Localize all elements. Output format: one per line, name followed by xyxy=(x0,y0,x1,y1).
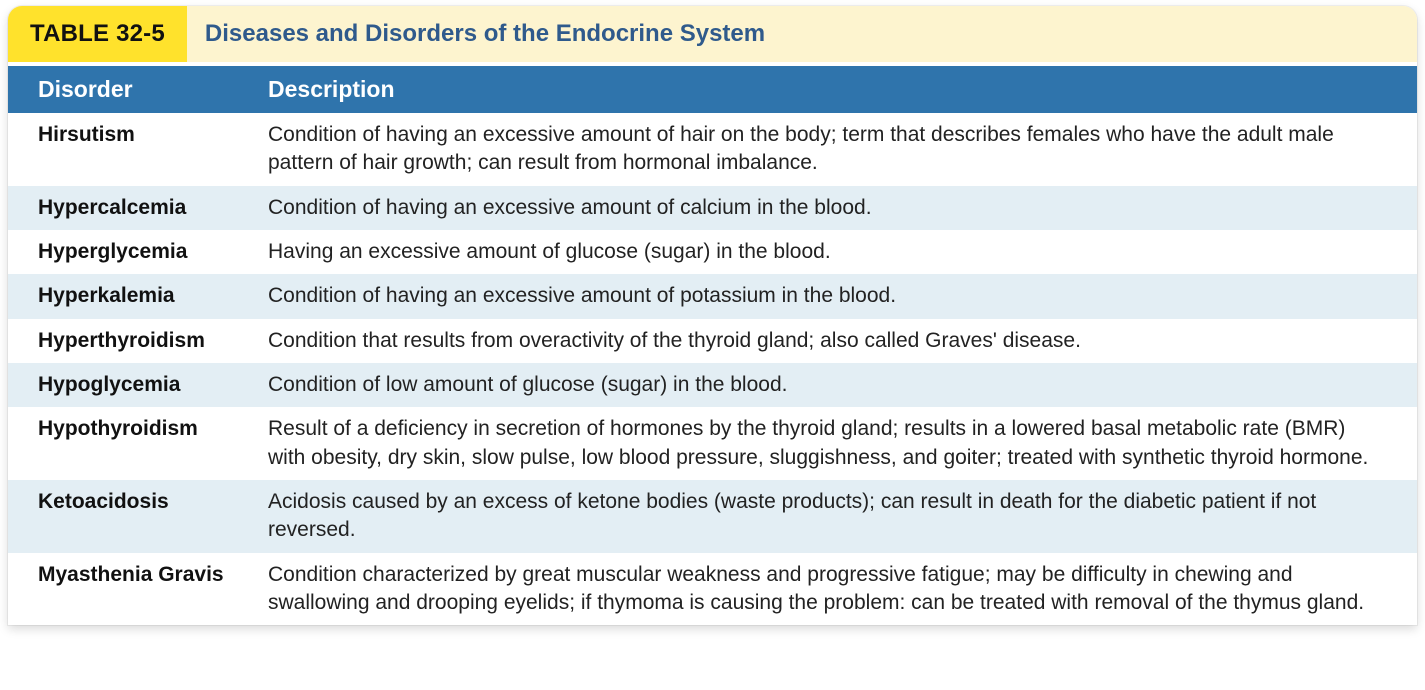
table-titlebar: TABLE 32-5 Diseases and Disorders of the… xyxy=(8,6,1417,62)
table-number-tag: TABLE 32-5 xyxy=(8,6,187,62)
table-row: HyperglycemiaHaving an excessive amount … xyxy=(8,230,1417,274)
cell-disorder: Hirsutism xyxy=(8,113,268,186)
table-row: HirsutismCondition of having an excessiv… xyxy=(8,113,1417,186)
table-row: HypercalcemiaCondition of having an exce… xyxy=(8,186,1417,230)
cell-disorder: Hyperthyroidism xyxy=(8,319,268,363)
table-row: HypothyroidismResult of a deficiency in … xyxy=(8,407,1417,480)
table-row: HyperthyroidismCondition that results fr… xyxy=(8,319,1417,363)
cell-disorder: Hyperkalemia xyxy=(8,274,268,318)
column-header-description: Description xyxy=(268,66,1417,113)
table-row: HypoglycemiaCondition of low amount of g… xyxy=(8,363,1417,407)
cell-description: Condition of having an excessive amount … xyxy=(268,113,1417,186)
table-row: KetoacidosisAcidosis caused by an excess… xyxy=(8,480,1417,553)
cell-disorder: Myasthenia Gravis xyxy=(8,553,268,626)
cell-description: Result of a deficiency in secretion of h… xyxy=(268,407,1417,480)
cell-description: Condition of having an excessive amount … xyxy=(268,186,1417,230)
cell-disorder: Hypoglycemia xyxy=(8,363,268,407)
cell-description: Condition that results from overactivity… xyxy=(268,319,1417,363)
cell-description: Condition of having an excessive amount … xyxy=(268,274,1417,318)
table-row: HyperkalemiaCondition of having an exces… xyxy=(8,274,1417,318)
cell-disorder: Ketoacidosis xyxy=(8,480,268,553)
cell-disorder: Hypercalcemia xyxy=(8,186,268,230)
cell-description: Acidosis caused by an excess of ketone b… xyxy=(268,480,1417,553)
table-title: Diseases and Disorders of the Endocrine … xyxy=(187,6,783,62)
cell-disorder: Hypothyroidism xyxy=(8,407,268,480)
column-header-disorder: Disorder xyxy=(8,66,268,113)
cell-description: Condition of low amount of glucose (suga… xyxy=(268,363,1417,407)
table-header-row: Disorder Description xyxy=(8,62,1417,113)
cell-description: Condition characterized by great muscula… xyxy=(268,553,1417,626)
cell-description: Having an excessive amount of glucose (s… xyxy=(268,230,1417,274)
cell-disorder: Hyperglycemia xyxy=(8,230,268,274)
table-row: Myasthenia GravisCondition characterized… xyxy=(8,553,1417,626)
table-body: HirsutismCondition of having an excessiv… xyxy=(8,113,1417,625)
table-card: TABLE 32-5 Diseases and Disorders of the… xyxy=(8,6,1417,625)
